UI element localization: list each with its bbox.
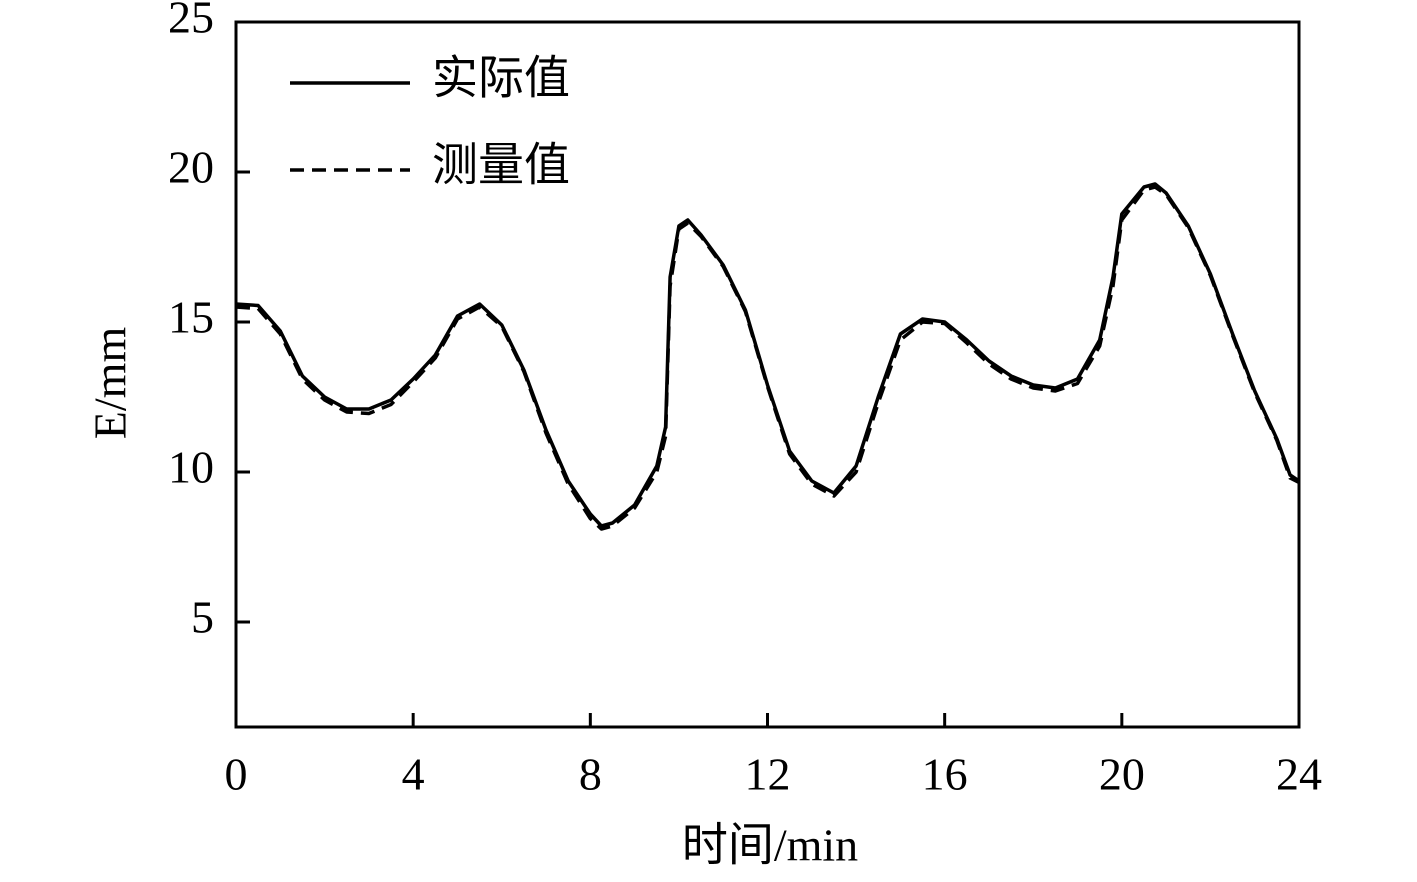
legend-label: 测量值 bbox=[432, 140, 570, 191]
y-tick-label: 5 bbox=[191, 592, 214, 643]
legend-label: 实际值 bbox=[432, 53, 570, 104]
plot-frame bbox=[234, 20, 1301, 729]
y-tick-label: 15 bbox=[168, 292, 214, 343]
y-axis-label: E/mm bbox=[85, 327, 136, 440]
y-tick-label: 10 bbox=[168, 442, 214, 493]
data-line bbox=[235, 182, 1300, 528]
x-tick-label: 12 bbox=[745, 749, 791, 800]
x-tick-label: 4 bbox=[402, 749, 425, 800]
x-tick-label: 8 bbox=[579, 749, 602, 800]
y-tick-label: 25 bbox=[168, 0, 214, 43]
x-axis-label: 时间/min bbox=[682, 820, 858, 871]
x-tick-label: 16 bbox=[922, 749, 968, 800]
x-tick-label: 0 bbox=[225, 749, 248, 800]
y-tick-label: 20 bbox=[168, 142, 214, 193]
x-tick-label: 20 bbox=[1099, 749, 1145, 800]
data-line bbox=[235, 185, 1300, 531]
x-tick-label: 24 bbox=[1276, 749, 1322, 800]
